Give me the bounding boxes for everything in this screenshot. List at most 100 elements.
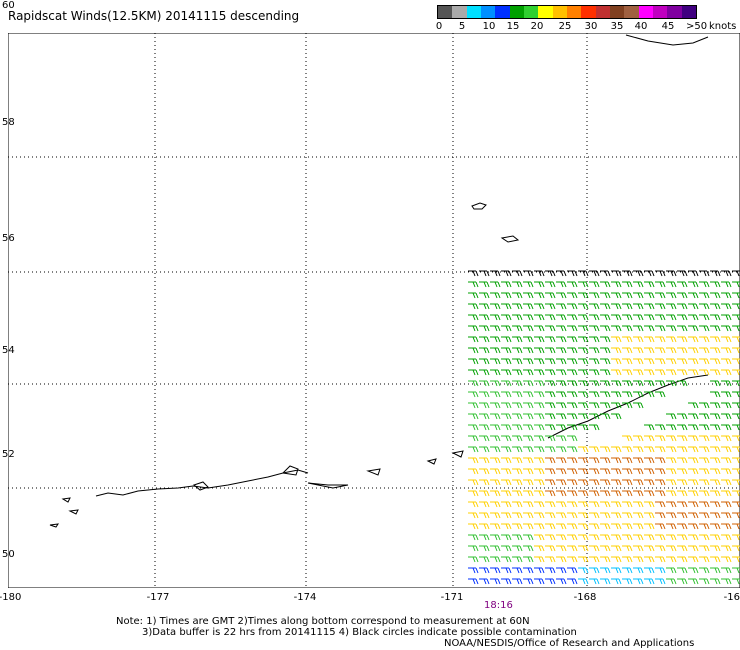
wind-barb bbox=[688, 435, 699, 442]
colorbar-swatch bbox=[652, 6, 668, 18]
wind-barb bbox=[512, 545, 523, 552]
wind-barb bbox=[567, 457, 578, 464]
wind-barb bbox=[468, 336, 479, 343]
wind-barb bbox=[479, 567, 490, 574]
wind-barb bbox=[655, 369, 666, 376]
wind-barb bbox=[512, 446, 523, 453]
coastline-segment bbox=[95, 469, 309, 497]
wind-barb bbox=[710, 402, 721, 409]
wind-barb bbox=[655, 501, 666, 508]
wind-barb bbox=[688, 369, 699, 376]
wind-barb bbox=[523, 556, 534, 563]
wind-barb bbox=[710, 523, 721, 530]
wind-barb bbox=[523, 325, 534, 332]
wind-barb bbox=[622, 358, 633, 365]
wind-barb bbox=[633, 347, 644, 354]
wind-barb bbox=[699, 369, 710, 376]
wind-barb bbox=[688, 402, 699, 409]
wind-barb bbox=[523, 534, 534, 541]
wind-barb bbox=[721, 358, 732, 365]
wind-barb bbox=[512, 501, 523, 508]
wind-barb bbox=[523, 567, 534, 574]
wind-barb bbox=[644, 556, 655, 563]
wind-barb bbox=[622, 523, 633, 530]
wind-barb bbox=[501, 281, 512, 288]
wind-barb bbox=[501, 424, 512, 431]
longitude-label: -16 bbox=[723, 592, 740, 603]
wind-barb bbox=[677, 512, 688, 519]
wind-barb bbox=[622, 402, 633, 409]
wind-barb bbox=[567, 402, 578, 409]
wind-barb bbox=[732, 402, 740, 409]
colorbar-swatch bbox=[538, 6, 553, 18]
colorbar-swatch bbox=[681, 6, 696, 18]
wind-barb bbox=[468, 523, 479, 530]
wind-barb bbox=[677, 292, 688, 299]
wind-barb bbox=[534, 402, 545, 409]
wind-barb bbox=[479, 336, 490, 343]
wind-barb bbox=[666, 457, 677, 464]
wind-barb bbox=[666, 281, 677, 288]
wind-barb bbox=[578, 314, 589, 321]
wind-barb bbox=[479, 281, 490, 288]
wind-barb bbox=[600, 270, 611, 277]
wind-barb bbox=[721, 281, 732, 288]
colorbar-tick-label: 35 bbox=[610, 21, 624, 32]
wind-barb bbox=[721, 303, 732, 310]
wind-barb bbox=[677, 413, 688, 420]
wind-barb bbox=[633, 523, 644, 530]
wind-barb bbox=[644, 314, 655, 321]
wind-barb bbox=[545, 314, 556, 321]
wind-barb bbox=[534, 325, 545, 332]
wind-barb bbox=[600, 468, 611, 475]
wind-barb bbox=[589, 578, 600, 585]
wind-barb bbox=[699, 457, 710, 464]
wind-barb bbox=[490, 314, 501, 321]
wind-barb bbox=[534, 347, 545, 354]
wind-barb bbox=[622, 303, 633, 310]
wind-barb bbox=[589, 358, 600, 365]
wind-barb bbox=[479, 314, 490, 321]
wind-barb bbox=[578, 490, 589, 497]
wind-barb bbox=[677, 347, 688, 354]
wind-barb bbox=[666, 567, 677, 574]
wind-barb bbox=[710, 380, 721, 387]
wind-barb bbox=[710, 347, 721, 354]
wind-barb bbox=[688, 545, 699, 552]
colorbar-tick-label: 15 bbox=[506, 21, 520, 32]
wind-barb bbox=[677, 457, 688, 464]
wind-barb bbox=[534, 413, 545, 420]
wind-barb bbox=[655, 534, 666, 541]
wind-barb bbox=[622, 435, 633, 442]
wind-barb bbox=[589, 556, 600, 563]
wind-barb bbox=[644, 380, 655, 387]
longitude-label: -180 bbox=[0, 592, 22, 603]
wind-barb bbox=[479, 402, 490, 409]
wind-barb bbox=[688, 325, 699, 332]
wind-barb bbox=[710, 468, 721, 475]
wind-barb bbox=[732, 270, 740, 277]
wind-barb bbox=[578, 479, 589, 486]
wind-barb bbox=[677, 435, 688, 442]
wind-barb bbox=[468, 512, 479, 519]
wind-barb bbox=[600, 292, 611, 299]
wind-barb bbox=[666, 325, 677, 332]
wind-barb bbox=[490, 435, 501, 442]
wind-barb bbox=[633, 270, 644, 277]
wind-barb bbox=[721, 578, 732, 585]
wind-barb bbox=[578, 281, 589, 288]
wind-barb bbox=[545, 325, 556, 332]
wind-barb bbox=[523, 424, 534, 431]
wind-barb bbox=[501, 468, 512, 475]
wind-barb bbox=[677, 281, 688, 288]
wind-barb bbox=[611, 446, 622, 453]
wind-barb bbox=[578, 380, 589, 387]
wind-barb bbox=[600, 512, 611, 519]
wind-barb bbox=[688, 457, 699, 464]
wind-barb bbox=[721, 424, 732, 431]
wind-barb bbox=[556, 457, 567, 464]
wind-barb bbox=[721, 479, 732, 486]
wind-barb bbox=[611, 523, 622, 530]
wind-barb bbox=[622, 336, 633, 343]
wind-barb bbox=[699, 303, 710, 310]
